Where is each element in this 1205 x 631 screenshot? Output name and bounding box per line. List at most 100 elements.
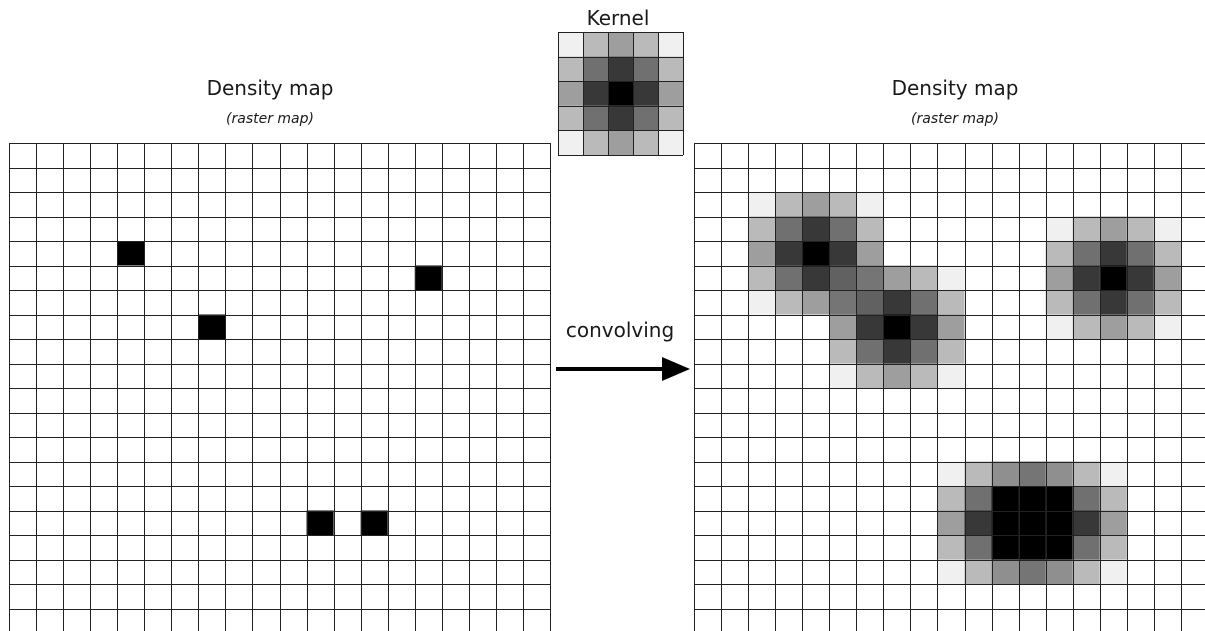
density-cell — [775, 216, 803, 241]
density-cell — [802, 192, 830, 217]
density-cell — [1099, 559, 1127, 584]
density-cell — [937, 290, 965, 315]
density-cell — [856, 363, 884, 388]
kernel-cell — [558, 32, 583, 57]
density-cell — [856, 241, 884, 266]
density-cell — [1018, 535, 1046, 560]
density-cell — [937, 559, 965, 584]
kernel-cell — [558, 105, 583, 131]
kernel-cell — [633, 81, 658, 106]
density-cell — [964, 486, 992, 511]
density-cell — [748, 265, 776, 290]
density-cell — [910, 314, 938, 339]
density-cell — [1153, 216, 1181, 241]
density-cell — [1045, 510, 1073, 535]
density-cell — [1126, 216, 1154, 241]
density-cell — [1072, 559, 1100, 584]
density-cell — [883, 363, 911, 388]
density-cell — [1045, 559, 1073, 584]
density-cell — [829, 339, 857, 364]
density-cell — [1099, 265, 1127, 290]
density-cell — [829, 192, 857, 217]
density-cell — [1153, 314, 1181, 339]
density-cell — [829, 363, 857, 388]
kernel-cell — [658, 105, 683, 131]
density-cell — [1126, 290, 1154, 315]
density-cell — [802, 216, 830, 241]
density-cell — [1045, 314, 1073, 339]
density-cell — [1018, 486, 1046, 511]
kernel-cell — [658, 56, 683, 82]
density-cell — [883, 265, 911, 290]
density-cell — [1099, 216, 1127, 241]
density-cell — [1045, 486, 1073, 511]
density-cell — [802, 265, 830, 290]
density-cell — [883, 290, 911, 315]
density-cell — [991, 510, 1019, 535]
filled-cell — [117, 241, 145, 266]
kernel-cell — [608, 105, 633, 131]
density-cell — [1045, 216, 1073, 241]
density-cell — [1126, 265, 1154, 290]
kernel-cell — [608, 32, 633, 57]
density-cell — [856, 265, 884, 290]
density-cell — [1099, 241, 1127, 266]
kernel-grid — [558, 32, 684, 156]
kernel-cell — [633, 32, 658, 57]
density-cell — [1045, 265, 1073, 290]
density-cell — [883, 339, 911, 364]
kernel-cell — [608, 56, 633, 82]
density-cell — [1099, 486, 1127, 511]
density-cell — [802, 290, 830, 315]
density-cell — [775, 265, 803, 290]
density-cell — [1072, 486, 1100, 511]
density-cell — [1045, 535, 1073, 560]
density-cell — [1018, 510, 1046, 535]
density-cell — [775, 241, 803, 266]
kernel-cell — [633, 130, 658, 155]
density-cell — [937, 314, 965, 339]
arrow-head — [662, 357, 690, 381]
density-cell — [1072, 461, 1100, 486]
density-cell — [964, 535, 992, 560]
density-cell — [991, 559, 1019, 584]
kernel-cell — [658, 32, 683, 57]
density-cell — [1099, 510, 1127, 535]
kernel-cell — [583, 105, 608, 131]
density-cell — [964, 510, 992, 535]
density-cell — [1099, 461, 1127, 486]
kernel-cell — [583, 130, 608, 155]
kernel-cell — [608, 130, 633, 155]
kernel-cell — [658, 130, 683, 155]
left-density-map — [9, 143, 551, 631]
right-map-subtitle: (raster map) — [911, 111, 999, 127]
filled-cell — [360, 510, 388, 535]
density-cell — [856, 339, 884, 364]
density-cell — [775, 290, 803, 315]
density-cell — [964, 461, 992, 486]
kernel-cell — [583, 32, 608, 57]
density-cell — [856, 290, 884, 315]
density-cell — [829, 314, 857, 339]
density-cell — [1099, 314, 1127, 339]
density-cell — [1099, 290, 1127, 315]
density-cell — [991, 461, 1019, 486]
density-cell — [829, 290, 857, 315]
density-cell — [1072, 216, 1100, 241]
density-cell — [1072, 314, 1100, 339]
kernel-cell — [583, 56, 608, 82]
convolving-label: convolving — [565, 318, 675, 342]
density-cell — [1018, 461, 1046, 486]
filled-cell — [198, 314, 226, 339]
density-cell — [1099, 535, 1127, 560]
kernel-cell — [608, 81, 633, 106]
density-cell — [1072, 290, 1100, 315]
left-map-subtitle: (raster map) — [226, 111, 314, 127]
density-cell — [1072, 241, 1100, 266]
density-cell — [991, 486, 1019, 511]
density-cell — [937, 363, 965, 388]
density-cell — [991, 535, 1019, 560]
right-density-map — [694, 143, 1205, 631]
right-map-title: Density map — [891, 76, 1019, 100]
density-cell — [802, 241, 830, 266]
